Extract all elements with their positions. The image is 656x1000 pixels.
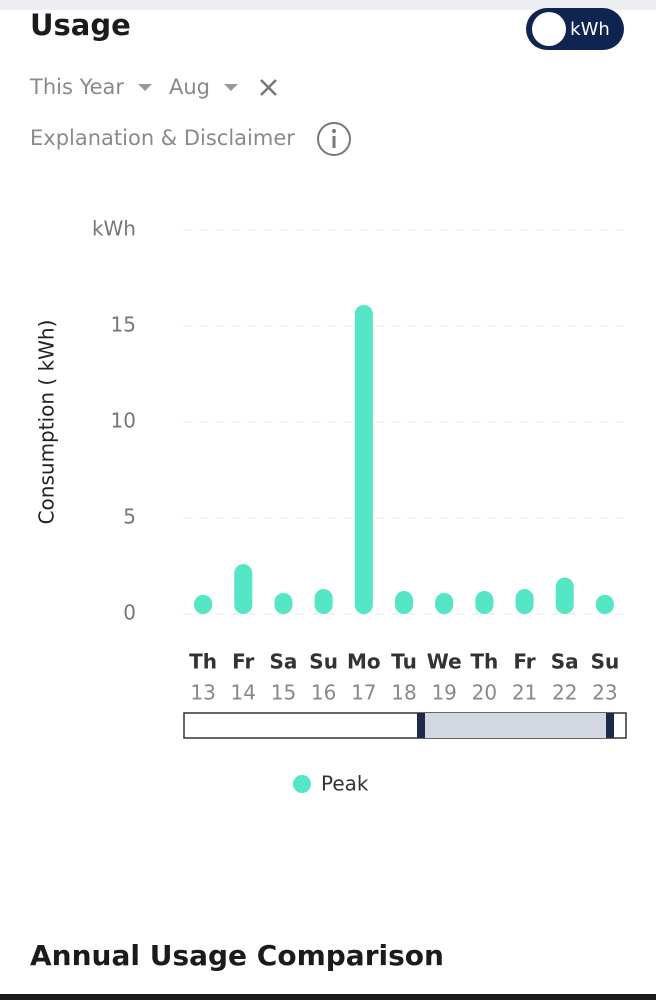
disclaimer-link[interactable]: Explanation & Disclaimer bbox=[30, 126, 295, 150]
x-tick-label: Fr bbox=[513, 650, 535, 674]
bar bbox=[314, 589, 333, 614]
section-title: Usage bbox=[30, 8, 131, 42]
bar bbox=[595, 594, 614, 614]
info-dot[interactable] bbox=[332, 129, 336, 133]
navigator-handle[interactable] bbox=[417, 713, 425, 738]
bottom-bar bbox=[0, 994, 656, 1000]
x-tick-label: Tu bbox=[391, 650, 417, 674]
y-tick-label: 10 bbox=[111, 409, 136, 433]
x-tick-date: 23 bbox=[592, 681, 617, 705]
navigator-handle[interactable] bbox=[606, 713, 614, 738]
x-tick-label: Su bbox=[309, 650, 338, 674]
x-tick-date: 19 bbox=[431, 681, 456, 705]
x-tick-label: Mo bbox=[347, 650, 381, 674]
x-tick-date: 22 bbox=[552, 681, 577, 705]
x-tick-date: 14 bbox=[231, 681, 256, 705]
x-tick-date: 17 bbox=[351, 681, 376, 705]
top-bar bbox=[0, 0, 656, 10]
toggle-knob[interactable] bbox=[532, 12, 566, 46]
clear-button[interactable] bbox=[260, 79, 277, 96]
y-tick-label: 0 bbox=[123, 601, 136, 625]
y-axis-label: Consumption ( kWh) bbox=[35, 320, 59, 525]
x-tick-label: Sa bbox=[551, 650, 579, 674]
x-tick-label: Sa bbox=[270, 650, 298, 674]
bar bbox=[515, 589, 534, 614]
x-tick-date: 18 bbox=[391, 681, 416, 705]
chart: Consumption ( kWh) 0 5 10 15 kWh Th 13 Fr 14 Sa 15… bbox=[35, 217, 625, 796]
y-tick-label: kWh bbox=[92, 217, 136, 241]
dropdown-arrow[interactable] bbox=[138, 84, 152, 91]
x-tick-date: 16 bbox=[311, 681, 336, 705]
x-tick-label: Su bbox=[591, 650, 620, 674]
x-tick-label: Th bbox=[470, 650, 498, 674]
bar bbox=[395, 590, 413, 614]
y-tick-label: 5 bbox=[123, 505, 136, 529]
bar bbox=[194, 594, 213, 614]
info-icon[interactable] bbox=[317, 122, 351, 156]
x-tick-date: 13 bbox=[190, 681, 215, 705]
bar bbox=[475, 590, 494, 614]
bar bbox=[274, 592, 293, 614]
info-circle[interactable] bbox=[317, 122, 351, 156]
x-tick-date: 15 bbox=[271, 681, 296, 705]
x-tick-label: Th bbox=[189, 650, 217, 674]
x-tick-label: We bbox=[427, 650, 462, 674]
info-bar[interactable] bbox=[332, 136, 336, 148]
toggle-label[interactable]: kWh bbox=[570, 19, 610, 40]
period-filter[interactable]: This Year bbox=[29, 75, 124, 99]
navigator[interactable] bbox=[183, 712, 627, 739]
x-tick-date: 20 bbox=[472, 681, 497, 705]
bar bbox=[435, 592, 454, 614]
x-tick-date: 21 bbox=[512, 681, 537, 705]
bar bbox=[234, 564, 253, 614]
dropdown-arrow[interactable] bbox=[224, 84, 238, 91]
navigator-window[interactable] bbox=[421, 713, 610, 738]
section-title: Annual Usage Comparison bbox=[30, 939, 444, 972]
unit-toggle[interactable]: kWh bbox=[526, 8, 624, 50]
legend-label: Peak bbox=[321, 772, 369, 796]
y-tick-label: 15 bbox=[111, 313, 136, 337]
bar bbox=[354, 304, 373, 614]
legend-swatch bbox=[293, 775, 311, 793]
bar bbox=[555, 577, 574, 614]
month-filter[interactable]: Aug bbox=[169, 75, 210, 99]
x-tick-label: Fr bbox=[232, 650, 254, 674]
